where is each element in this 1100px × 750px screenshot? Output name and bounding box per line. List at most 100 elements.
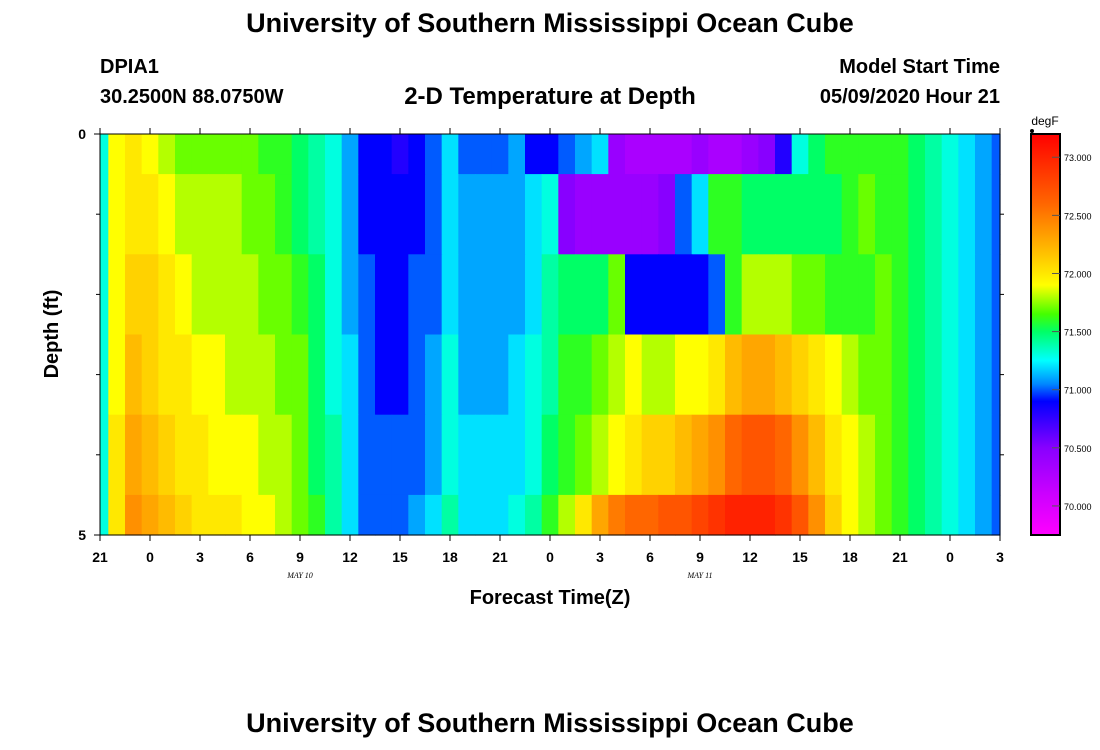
x-tick-label: 3 — [996, 549, 1004, 565]
heatmap-cell — [941, 414, 959, 496]
heatmap-cell — [725, 134, 743, 175]
heatmap-cell — [341, 494, 359, 536]
heatmap-cell — [225, 414, 243, 496]
heatmap-cell — [558, 174, 576, 255]
heatmap-cell — [775, 254, 793, 336]
colorbar-tick-label: 73.000 — [1064, 153, 1092, 163]
heatmap-cell — [258, 414, 276, 496]
heatmap-cell — [375, 254, 393, 336]
heatmap-cell — [825, 334, 843, 416]
heatmap-cell — [141, 334, 159, 416]
heatmap-cell — [308, 494, 326, 536]
model-start-value: 05/09/2020 Hour 21 — [819, 86, 1000, 108]
heatmap-cell — [208, 174, 226, 255]
heatmap-cell — [908, 174, 926, 255]
station-coordinates: 30.2500N 88.0750W — [100, 86, 284, 108]
heatmap-cell — [475, 414, 493, 496]
heatmap-cell — [225, 494, 243, 536]
x-tick-label: 0 — [146, 549, 154, 565]
heatmap-cell — [758, 414, 776, 496]
heatmap-cell — [375, 494, 393, 536]
x-tick-label: 21 — [92, 549, 108, 565]
heatmap-cell — [558, 334, 576, 416]
heatmap-cell — [775, 134, 793, 175]
heatmap-cell — [108, 134, 126, 175]
heatmap-cell — [941, 254, 959, 336]
heatmap-cell — [558, 254, 576, 336]
heatmap-cell — [458, 414, 476, 496]
heatmap-cell — [475, 134, 493, 175]
heatmap-cell — [641, 334, 659, 416]
heatmap-cell — [975, 174, 993, 255]
heatmap-cell — [641, 174, 659, 255]
heatmap-cell — [941, 174, 959, 255]
heatmap-cell — [908, 254, 926, 336]
heatmap-cell — [925, 174, 943, 255]
heatmap-cell — [458, 494, 476, 536]
heatmap-cell — [191, 494, 209, 536]
heatmap-cell — [975, 494, 993, 536]
heatmap-cell — [541, 494, 559, 536]
heatmap-cell — [725, 414, 743, 496]
heatmap-cell — [758, 494, 776, 536]
heatmap-cell — [958, 494, 976, 536]
heatmap-cell — [125, 414, 143, 496]
heatmap-cell — [358, 254, 376, 336]
heatmap-cell — [825, 174, 843, 255]
heatmap-cell — [975, 334, 993, 416]
heatmap-cell — [158, 494, 176, 536]
heatmap-cell — [391, 334, 409, 416]
heatmap-cell — [191, 334, 209, 416]
heatmap-cell — [525, 494, 543, 536]
heatmap-cell — [658, 334, 676, 416]
heatmap-cell — [725, 334, 743, 416]
heatmap-cell — [858, 414, 876, 496]
heatmap-cell — [991, 494, 1001, 536]
heatmap-cell — [408, 334, 426, 416]
heatmap-cell — [508, 254, 526, 336]
heatmap-cell — [175, 174, 193, 255]
heatmap-cell — [558, 134, 576, 175]
heatmap-cell — [191, 174, 209, 255]
heatmap-cell — [225, 254, 243, 336]
heatmap-cell — [425, 494, 443, 536]
heatmap-cell — [941, 334, 959, 416]
heatmap-cell — [325, 334, 343, 416]
heatmap-cell — [891, 134, 909, 175]
heatmap-cell — [775, 414, 793, 496]
heatmap-cell — [758, 334, 776, 416]
heatmap-cell — [675, 174, 693, 255]
heatmap-cell — [475, 174, 493, 255]
x-tick-label: 12 — [742, 549, 758, 565]
heatmap-cell — [925, 254, 943, 336]
heatmap-cell — [808, 494, 826, 536]
heatmap-cell — [525, 254, 543, 336]
heatmap-cell — [241, 254, 259, 336]
heatmap-cell — [491, 334, 509, 416]
heatmap-cell — [691, 254, 709, 336]
heatmap-cell — [441, 494, 459, 536]
heatmap-cell — [708, 494, 726, 536]
colorbar-tick-label: 71.500 — [1064, 328, 1092, 338]
heatmap-cell — [341, 134, 359, 175]
heatmap-cell — [458, 334, 476, 416]
plot-title: 2-D Temperature at Depth — [404, 83, 696, 110]
heatmap-cell — [625, 174, 643, 255]
heatmap-cell — [191, 254, 209, 336]
heatmap-cell — [291, 494, 309, 536]
heatmap-cell — [275, 174, 293, 255]
heatmap-cell — [975, 414, 993, 496]
heatmap-cell — [608, 414, 626, 496]
heatmap-cell — [508, 494, 526, 536]
colorbar-tick-label: 71.000 — [1064, 386, 1092, 396]
x-tick-label: 18 — [442, 549, 458, 565]
heatmap-cell — [175, 254, 193, 336]
heatmap-cell — [741, 134, 759, 175]
station-id: DPIA1 — [100, 56, 159, 78]
heatmap-cell — [325, 254, 343, 336]
heatmap-cell — [308, 254, 326, 336]
heatmap-cell — [541, 254, 559, 336]
heatmap-cell — [141, 254, 159, 336]
heatmap-cell — [825, 134, 843, 175]
heatmap-cell — [391, 174, 409, 255]
